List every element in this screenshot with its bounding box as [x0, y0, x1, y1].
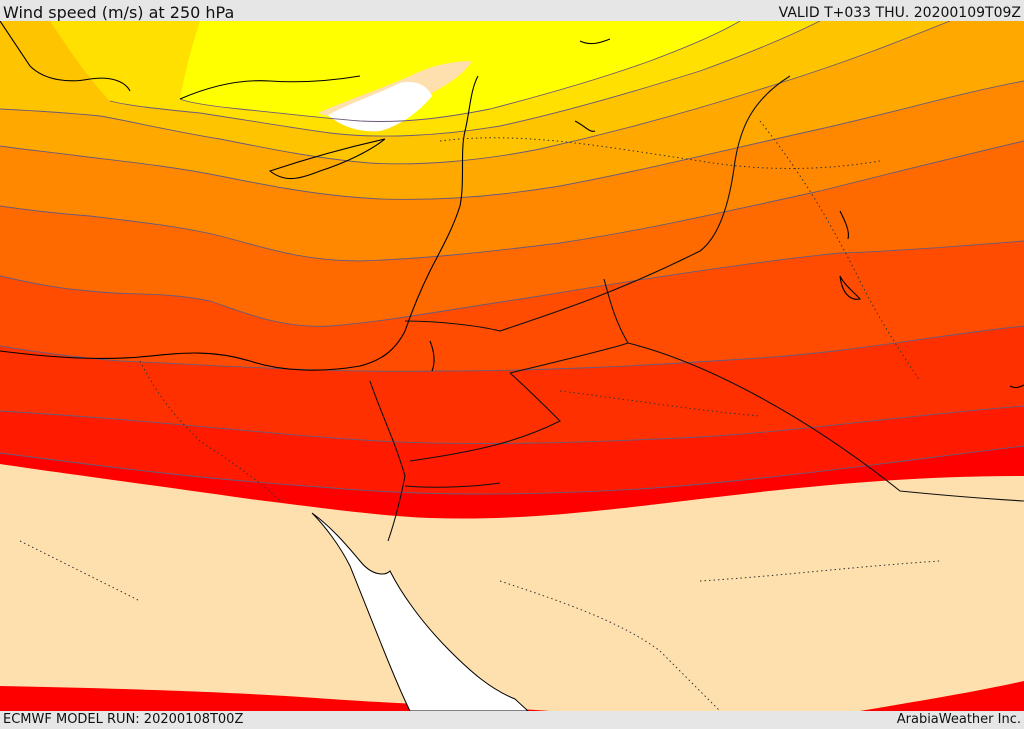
map-title: Wind speed (m/s) at 250 hPa: [3, 3, 235, 22]
national-borders: [19, 120, 941, 711]
weak-wind-region-south: [0, 464, 1024, 711]
valid-time: VALID T+033 THU. 20200109T09Z: [778, 5, 1021, 21]
political-lines: [369, 75, 1024, 542]
header-bar: Wind speed (m/s) at 250 hPa VALID T+033 …: [0, 0, 1024, 22]
wind-speed-map: [0, 21, 1024, 711]
footer-bar: ECMWF MODEL RUN: 20200108T00Z ArabiaWeat…: [0, 711, 1024, 729]
red-sea: [311, 512, 529, 711]
speed-contours: [0, 21, 1024, 495]
credit: ArabiaWeather Inc.: [896, 712, 1021, 727]
coastlines: [0, 21, 1024, 389]
calm-core-north: [328, 81, 432, 132]
model-run: ECMWF MODEL RUN: 20200108T00Z: [3, 712, 244, 727]
